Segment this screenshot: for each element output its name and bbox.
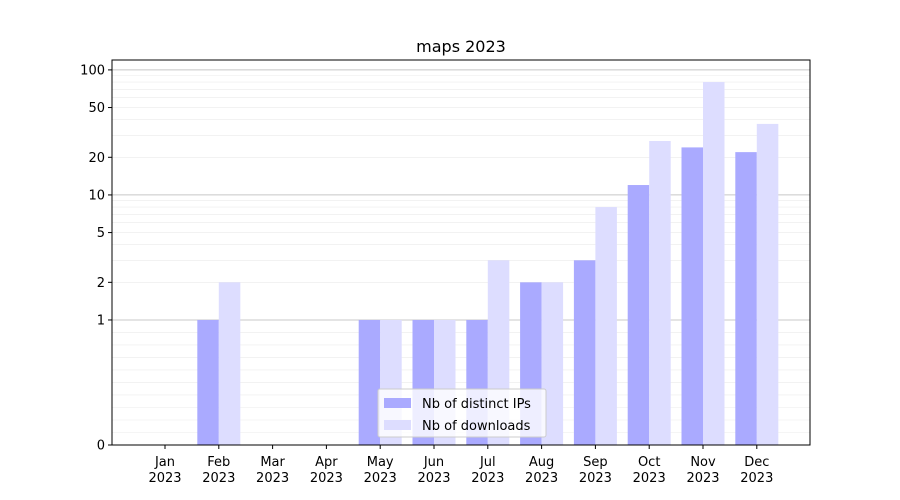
- x-tick-label-year: 2023: [364, 471, 397, 486]
- y-tick-label: 10: [88, 188, 105, 203]
- legend-box: [377, 388, 547, 438]
- x-tick-label-year: 2023: [202, 471, 235, 486]
- plot-frame: [111, 59, 811, 446]
- y-tick-label: 50: [88, 101, 105, 116]
- x-tick-label-year: 2023: [471, 471, 504, 486]
- y-tick-label: 0: [97, 439, 105, 454]
- chart-title: maps 2023: [416, 37, 506, 56]
- x-tick-label-year: 2023: [417, 471, 450, 486]
- x-tick-label-month: Feb: [207, 455, 230, 470]
- x-tick-label-month: May: [367, 455, 394, 470]
- bar-distinct-ips: [735, 152, 757, 445]
- x-tick-label-year: 2023: [633, 471, 666, 486]
- bar-downloads: [595, 207, 617, 445]
- x-tick-label-month: Oct: [638, 455, 660, 470]
- legend-label-downloads: Nb of downloads: [422, 419, 531, 434]
- bar-downloads: [756, 123, 779, 445]
- x-tick-label-year: 2023: [148, 471, 181, 486]
- x-tick-label-month: Nov: [690, 455, 716, 470]
- legend-swatch-downloads: [384, 420, 411, 430]
- legend: Nb of distinct IPs Nb of downloads: [377, 388, 547, 438]
- bar-downloads: [541, 282, 564, 445]
- bar-downloads: [218, 282, 241, 445]
- bar-distinct-ips: [358, 319, 381, 445]
- x-tick-label-month: Mar: [260, 455, 285, 470]
- y-tick-label: 5: [97, 226, 105, 241]
- x-tick-label-year: 2023: [256, 471, 289, 486]
- x-tick-label-year: 2023: [579, 471, 612, 486]
- x-tick-label-month: Jan: [154, 455, 175, 470]
- x-tick-label-month: Aug: [529, 455, 554, 470]
- bar-distinct-ips: [197, 319, 219, 445]
- y-tick-label: 20: [88, 151, 105, 166]
- y-tick-label: 1: [97, 313, 105, 328]
- x-axis: Jan2023Feb2023Mar2023Apr2023May2023Jun20…: [148, 445, 773, 486]
- x-tick-label-year: 2023: [525, 471, 558, 486]
- legend-swatch-distinct-ips: [384, 398, 411, 408]
- x-tick-label-month: Dec: [744, 455, 769, 470]
- bar-downloads: [649, 140, 671, 445]
- x-tick-label-year: 2023: [686, 471, 719, 486]
- x-tick-label-month: Sep: [583, 455, 608, 470]
- legend-label-distinct-ips: Nb of distinct IPs: [422, 397, 531, 412]
- x-tick-label-year: 2023: [740, 471, 773, 486]
- bar-distinct-ips: [627, 185, 650, 445]
- x-tick-label-year: 2023: [310, 471, 343, 486]
- y-tick-label: 2: [97, 276, 105, 291]
- y-axis: 0 1 2 5 10 20 50 100: [80, 63, 112, 454]
- bar-distinct-ips: [573, 260, 596, 445]
- bar-downloads: [703, 82, 725, 445]
- bar-distinct-ips: [681, 147, 703, 446]
- y-tick-label: 100: [80, 63, 105, 78]
- x-tick-label-month: Jul: [479, 455, 496, 470]
- x-tick-label-month: Apr: [315, 455, 338, 470]
- x-tick-label-month: Jun: [423, 455, 444, 470]
